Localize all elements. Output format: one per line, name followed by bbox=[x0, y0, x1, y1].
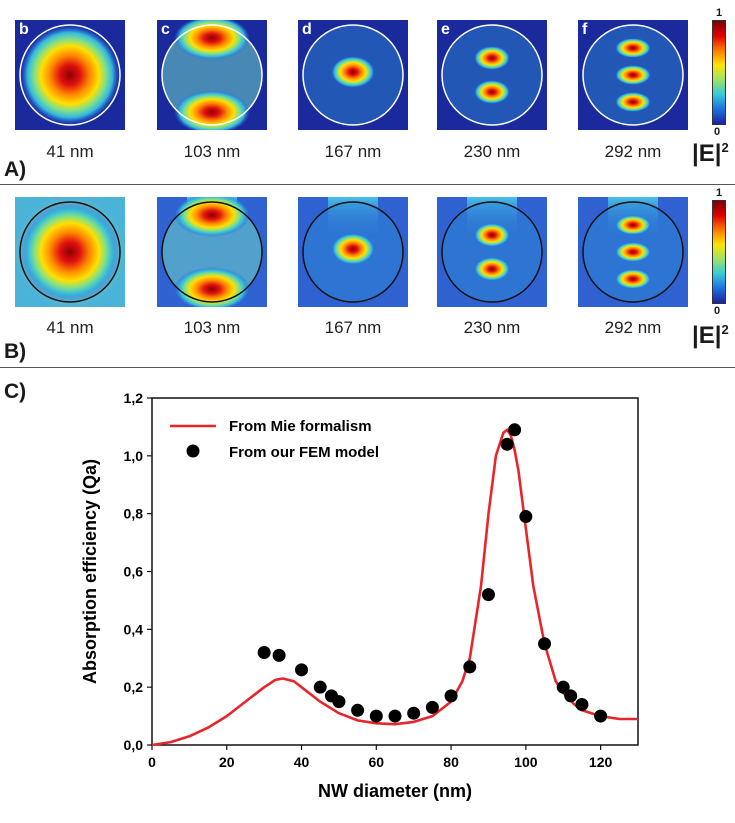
colorbar-gradient bbox=[712, 200, 726, 304]
colorbar-b bbox=[712, 200, 726, 304]
subfigure-letter: e bbox=[441, 21, 450, 38]
series-line-mie bbox=[151, 428, 638, 747]
absorption-chart: 0 20 40 60 80 100 120 0,0 0,2 0,4 0,6 0,8 1,0 1,2 NW d… bbox=[80, 390, 639, 801]
fem-data-point bbox=[508, 423, 522, 437]
fem-data-point bbox=[575, 698, 589, 712]
y-tick-label: 0,8 bbox=[124, 506, 144, 522]
panel-a-label: A) bbox=[4, 158, 27, 181]
field-map-5: f bbox=[578, 20, 688, 130]
colorbar-b-max: 1 bbox=[716, 187, 723, 199]
colorbar-b-label: |E|2 bbox=[692, 322, 729, 350]
colorbar-b-exp: 2 bbox=[721, 322, 729, 337]
size-caption: 167 nm bbox=[324, 318, 382, 337]
fem-data-point bbox=[369, 709, 383, 723]
field-map-1: b bbox=[15, 20, 125, 130]
fem-data-point bbox=[351, 703, 365, 717]
legend-mie-label: From Mie formalism bbox=[229, 418, 372, 435]
panel-c-label: C) bbox=[4, 380, 27, 403]
y-tick-label: 1,0 bbox=[124, 448, 144, 464]
size-caption: 230 nm bbox=[463, 142, 521, 161]
size-caption: 103 nm bbox=[183, 142, 241, 161]
y-tick-label: 0,4 bbox=[124, 621, 144, 637]
size-caption: 230 nm bbox=[463, 318, 521, 337]
fem-data-point bbox=[481, 588, 495, 602]
x-tick-label: 80 bbox=[443, 754, 459, 770]
colorbar-a bbox=[712, 20, 726, 125]
fem-data-point bbox=[313, 680, 327, 694]
y-tick-label: 0,2 bbox=[124, 679, 144, 695]
colorbar-a-min: 0 bbox=[714, 126, 721, 138]
fem-data-point bbox=[257, 645, 271, 659]
field-map-3 bbox=[298, 197, 408, 307]
fem-data-point bbox=[388, 709, 402, 723]
fem-data-point bbox=[500, 437, 514, 451]
x-axis-label: NW diameter (nm) bbox=[318, 781, 472, 801]
size-caption: 167 nm bbox=[324, 142, 382, 161]
size-caption: 103 nm bbox=[183, 318, 241, 337]
field-map-5 bbox=[578, 197, 688, 307]
subfigure-letter: f bbox=[582, 21, 588, 38]
fem-data-point bbox=[425, 700, 439, 714]
colorbar-a-max: 1 bbox=[716, 7, 723, 19]
x-tick-label: 100 bbox=[514, 754, 538, 770]
colorbar-a-label: |E|2 bbox=[692, 140, 729, 168]
panel-b-label: B) bbox=[4, 340, 27, 363]
y-tick-label: 1,2 bbox=[124, 390, 144, 406]
x-tick-label: 120 bbox=[589, 754, 613, 770]
y-axis-label: Absorption efficiency (Qa) bbox=[80, 459, 100, 684]
legend-fem-swatch bbox=[186, 444, 200, 458]
x-tick-label: 60 bbox=[369, 754, 385, 770]
field-map-4 bbox=[437, 197, 547, 307]
size-caption: 41 nm bbox=[46, 318, 94, 337]
fem-data-point bbox=[295, 663, 309, 677]
size-caption: 292 nm bbox=[604, 142, 662, 161]
field-map-2: c bbox=[157, 20, 267, 130]
fem-data-point bbox=[594, 709, 608, 723]
fem-data-point bbox=[556, 680, 570, 694]
divider-a bbox=[0, 184, 735, 185]
field-map-3: d bbox=[298, 20, 408, 130]
colorbar-gradient bbox=[712, 20, 726, 125]
colorbar-a-exp: 2 bbox=[721, 140, 729, 155]
x-tick-label: 40 bbox=[294, 754, 310, 770]
fem-data-point bbox=[272, 648, 286, 662]
panel-b: 41 nm 103 nm 167 nm 230 nm 292 nm 1 0 |E|2 B… bbox=[0, 0, 735, 370]
fem-data-point bbox=[407, 706, 421, 720]
x-tick-label: 20 bbox=[219, 754, 235, 770]
colorbar-b-label-text: |E| bbox=[692, 322, 722, 349]
colorbar-a-label-text: |E| bbox=[692, 140, 722, 167]
subfigure-letter: d bbox=[302, 21, 312, 38]
size-caption: 292 nm bbox=[604, 318, 662, 337]
y-tick-label: 0,6 bbox=[124, 564, 144, 580]
divider-b bbox=[0, 367, 735, 368]
colorbar-b-min: 0 bbox=[714, 305, 721, 317]
fem-data-point bbox=[463, 660, 477, 674]
subfigure-letter: c bbox=[161, 21, 170, 38]
field-map-2 bbox=[157, 197, 267, 307]
legend-fem-label: From our FEM model bbox=[229, 444, 379, 461]
fem-data-point bbox=[332, 695, 346, 709]
size-caption: 41 nm bbox=[46, 142, 94, 161]
fem-data-point bbox=[538, 637, 552, 651]
fem-data-point bbox=[444, 689, 458, 703]
legend: From Mie formalism From our FEM model bbox=[170, 418, 379, 461]
fem-data-point bbox=[564, 689, 578, 703]
y-tick-label: 0,0 bbox=[124, 737, 144, 753]
x-tick-label: 0 bbox=[148, 754, 156, 770]
field-map-4: e bbox=[437, 20, 547, 130]
fem-data-point bbox=[519, 510, 533, 524]
field-map-1 bbox=[15, 197, 125, 307]
subfigure-letter: b bbox=[19, 21, 29, 38]
